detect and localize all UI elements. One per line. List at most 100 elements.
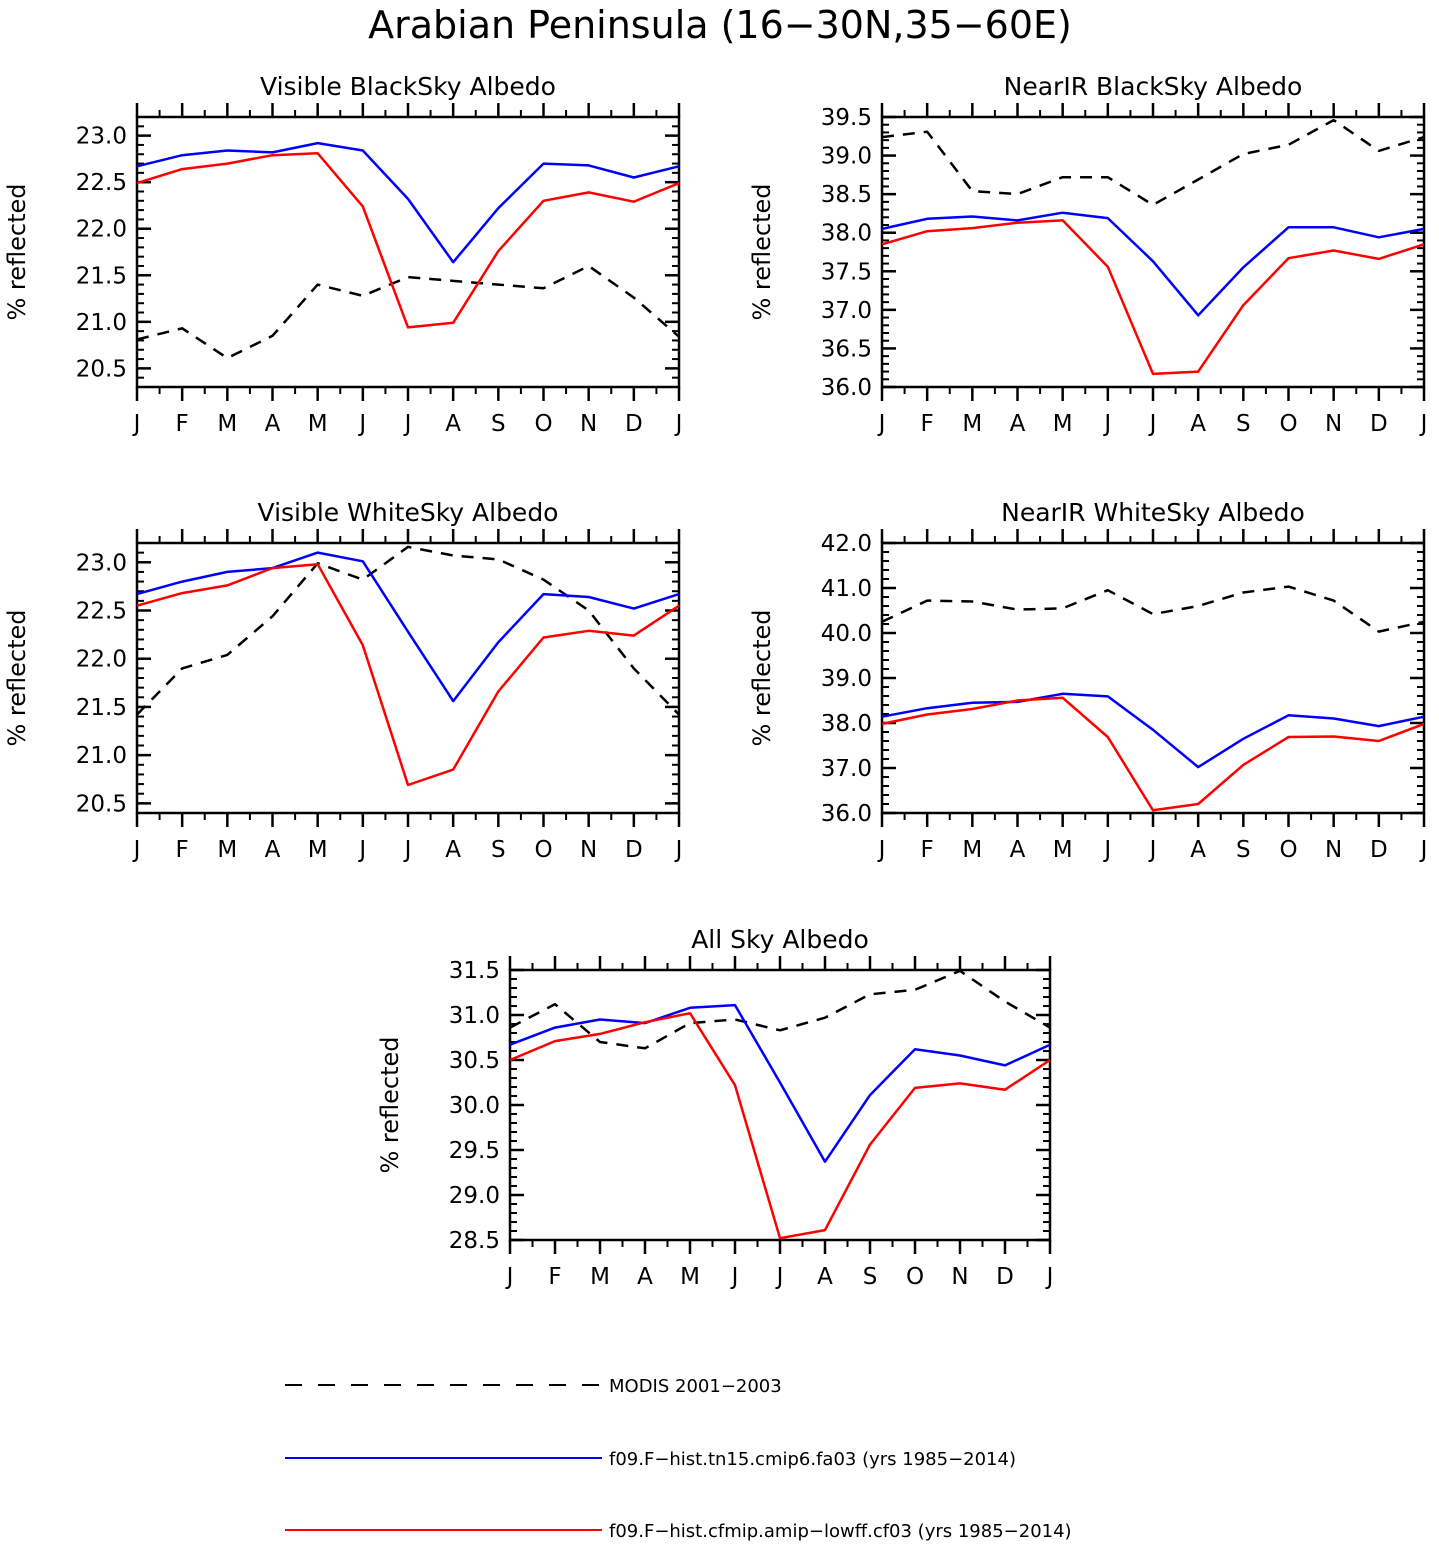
x-tick-label: M	[308, 411, 328, 437]
y-tick-label: 30.5	[449, 1048, 500, 1074]
x-tick-label: J	[132, 837, 141, 863]
x-tick-label: O	[906, 1264, 924, 1290]
series-line-tn15	[881, 692, 1425, 769]
legend-label: MODIS 2001−2003	[609, 1376, 782, 1397]
y-axis-label: % reflected	[3, 183, 31, 320]
y-tick-label: 21.0	[76, 310, 127, 336]
legend-item-lowff: f09.F−hist.cfmip.amip−lowff.cf03 (yrs 19…	[285, 1521, 1072, 1542]
y-tick-label: 20.5	[76, 356, 127, 382]
x-tick-label: A	[1010, 837, 1026, 863]
y-tick-label: 29.5	[449, 1138, 500, 1164]
x-tick-label: J	[730, 1264, 739, 1290]
series-line-modis	[509, 969, 1051, 1050]
series-line-lowff	[881, 696, 1425, 812]
y-tick-label: 28.5	[449, 1228, 500, 1254]
x-tick-label: J	[1045, 1264, 1054, 1290]
x-tick-label: J	[357, 411, 366, 437]
x-tick-label: M	[217, 411, 237, 437]
x-tick-label: A	[445, 411, 461, 437]
x-tick-label: J	[1419, 837, 1428, 863]
y-tick-label: 22.5	[76, 170, 127, 196]
y-tick-label: 39.5	[821, 105, 872, 131]
x-tick-label: N	[1325, 837, 1342, 863]
x-tick-label: S	[491, 411, 506, 437]
x-tick-label: D	[625, 837, 643, 863]
x-tick-label: A	[1010, 411, 1026, 437]
x-tick-label: O	[1279, 411, 1297, 437]
x-tick-label: J	[1148, 411, 1157, 437]
x-tick-label: M	[680, 1264, 700, 1290]
series-line-modis	[881, 585, 1425, 633]
series-line-tn15	[136, 141, 680, 264]
y-axis-label: % reflected	[3, 609, 31, 746]
plot-frame	[880, 541, 1426, 815]
x-tick-label: M	[217, 837, 237, 863]
y-tick-label: 36.0	[821, 375, 872, 401]
y-tick-label: 37.0	[821, 756, 872, 782]
y-tick-label: 22.5	[76, 599, 127, 625]
x-tick-label: A	[1190, 411, 1206, 437]
x-tick-label: M	[308, 837, 328, 863]
y-tick-label: 37.5	[821, 259, 872, 285]
x-tick-label: N	[580, 411, 597, 437]
y-tick-label: 21.5	[76, 263, 127, 289]
plot-frame	[135, 541, 681, 815]
y-tick-label: 20.5	[76, 791, 127, 817]
x-tick-label: S	[491, 837, 506, 863]
x-tick-label: J	[1148, 837, 1157, 863]
x-tick-label: J	[1102, 411, 1111, 437]
x-tick-label: S	[863, 1264, 878, 1290]
x-tick-label: A	[265, 837, 281, 863]
series-line-modis	[881, 118, 1425, 207]
y-tick-label: 23.0	[76, 124, 127, 150]
x-tick-label: M	[962, 411, 982, 437]
y-tick-label: 38.5	[821, 182, 872, 208]
x-tick-label: S	[1236, 411, 1251, 437]
chart-title: NearIR BlackSky Albedo	[1004, 72, 1303, 101]
x-tick-label: A	[265, 411, 281, 437]
y-tick-label: 31.5	[449, 958, 500, 984]
y-axis-label: % reflected	[376, 1036, 404, 1173]
x-tick-label: N	[951, 1264, 968, 1290]
x-tick-label: F	[548, 1264, 561, 1290]
x-tick-label: D	[996, 1264, 1014, 1290]
series-line-lowff	[509, 1011, 1051, 1240]
x-tick-label: F	[921, 411, 934, 437]
x-tick-label: F	[921, 837, 934, 863]
x-tick-label: M	[1053, 411, 1073, 437]
x-tick-label: F	[176, 411, 189, 437]
x-tick-label: J	[403, 411, 412, 437]
series-line-tn15	[881, 211, 1425, 317]
x-tick-label: D	[1370, 411, 1388, 437]
legend: MODIS 2001−2003 f09.F−hist.tn15.cmip6.fa0…	[285, 1376, 1072, 1542]
x-tick-label: N	[580, 837, 597, 863]
legend-item-tn15: f09.F−hist.tn15.cmip6.fa03 (yrs 1985−201…	[285, 1449, 1016, 1470]
y-axis-label: % reflected	[748, 183, 776, 320]
x-tick-label: J	[674, 837, 683, 863]
x-tick-label: J	[877, 411, 886, 437]
x-tick-label: S	[1236, 837, 1251, 863]
y-tick-label: 31.0	[449, 1003, 500, 1029]
x-tick-label: F	[176, 837, 189, 863]
series-line-modis	[136, 545, 680, 716]
x-tick-label: J	[132, 411, 141, 437]
plot-frame	[135, 115, 681, 389]
legend-label: f09.F−hist.cfmip.amip−lowff.cf03 (yrs 19…	[609, 1521, 1072, 1542]
x-tick-label: J	[1419, 411, 1428, 437]
series-line-tn15	[136, 551, 680, 703]
y-tick-label: 30.0	[449, 1093, 500, 1119]
x-tick-label: J	[403, 837, 412, 863]
x-tick-label: O	[534, 411, 552, 437]
legend-item-modis: MODIS 2001−2003	[285, 1376, 782, 1397]
x-tick-label: A	[637, 1264, 653, 1290]
x-tick-label: J	[775, 1264, 784, 1290]
y-tick-label: 23.0	[76, 550, 127, 576]
series-line-tn15	[509, 1003, 1051, 1163]
chart-title: Visible WhiteSky Albedo	[258, 498, 559, 527]
y-tick-label: 42.0	[821, 531, 872, 557]
series-line-lowff	[881, 219, 1425, 376]
